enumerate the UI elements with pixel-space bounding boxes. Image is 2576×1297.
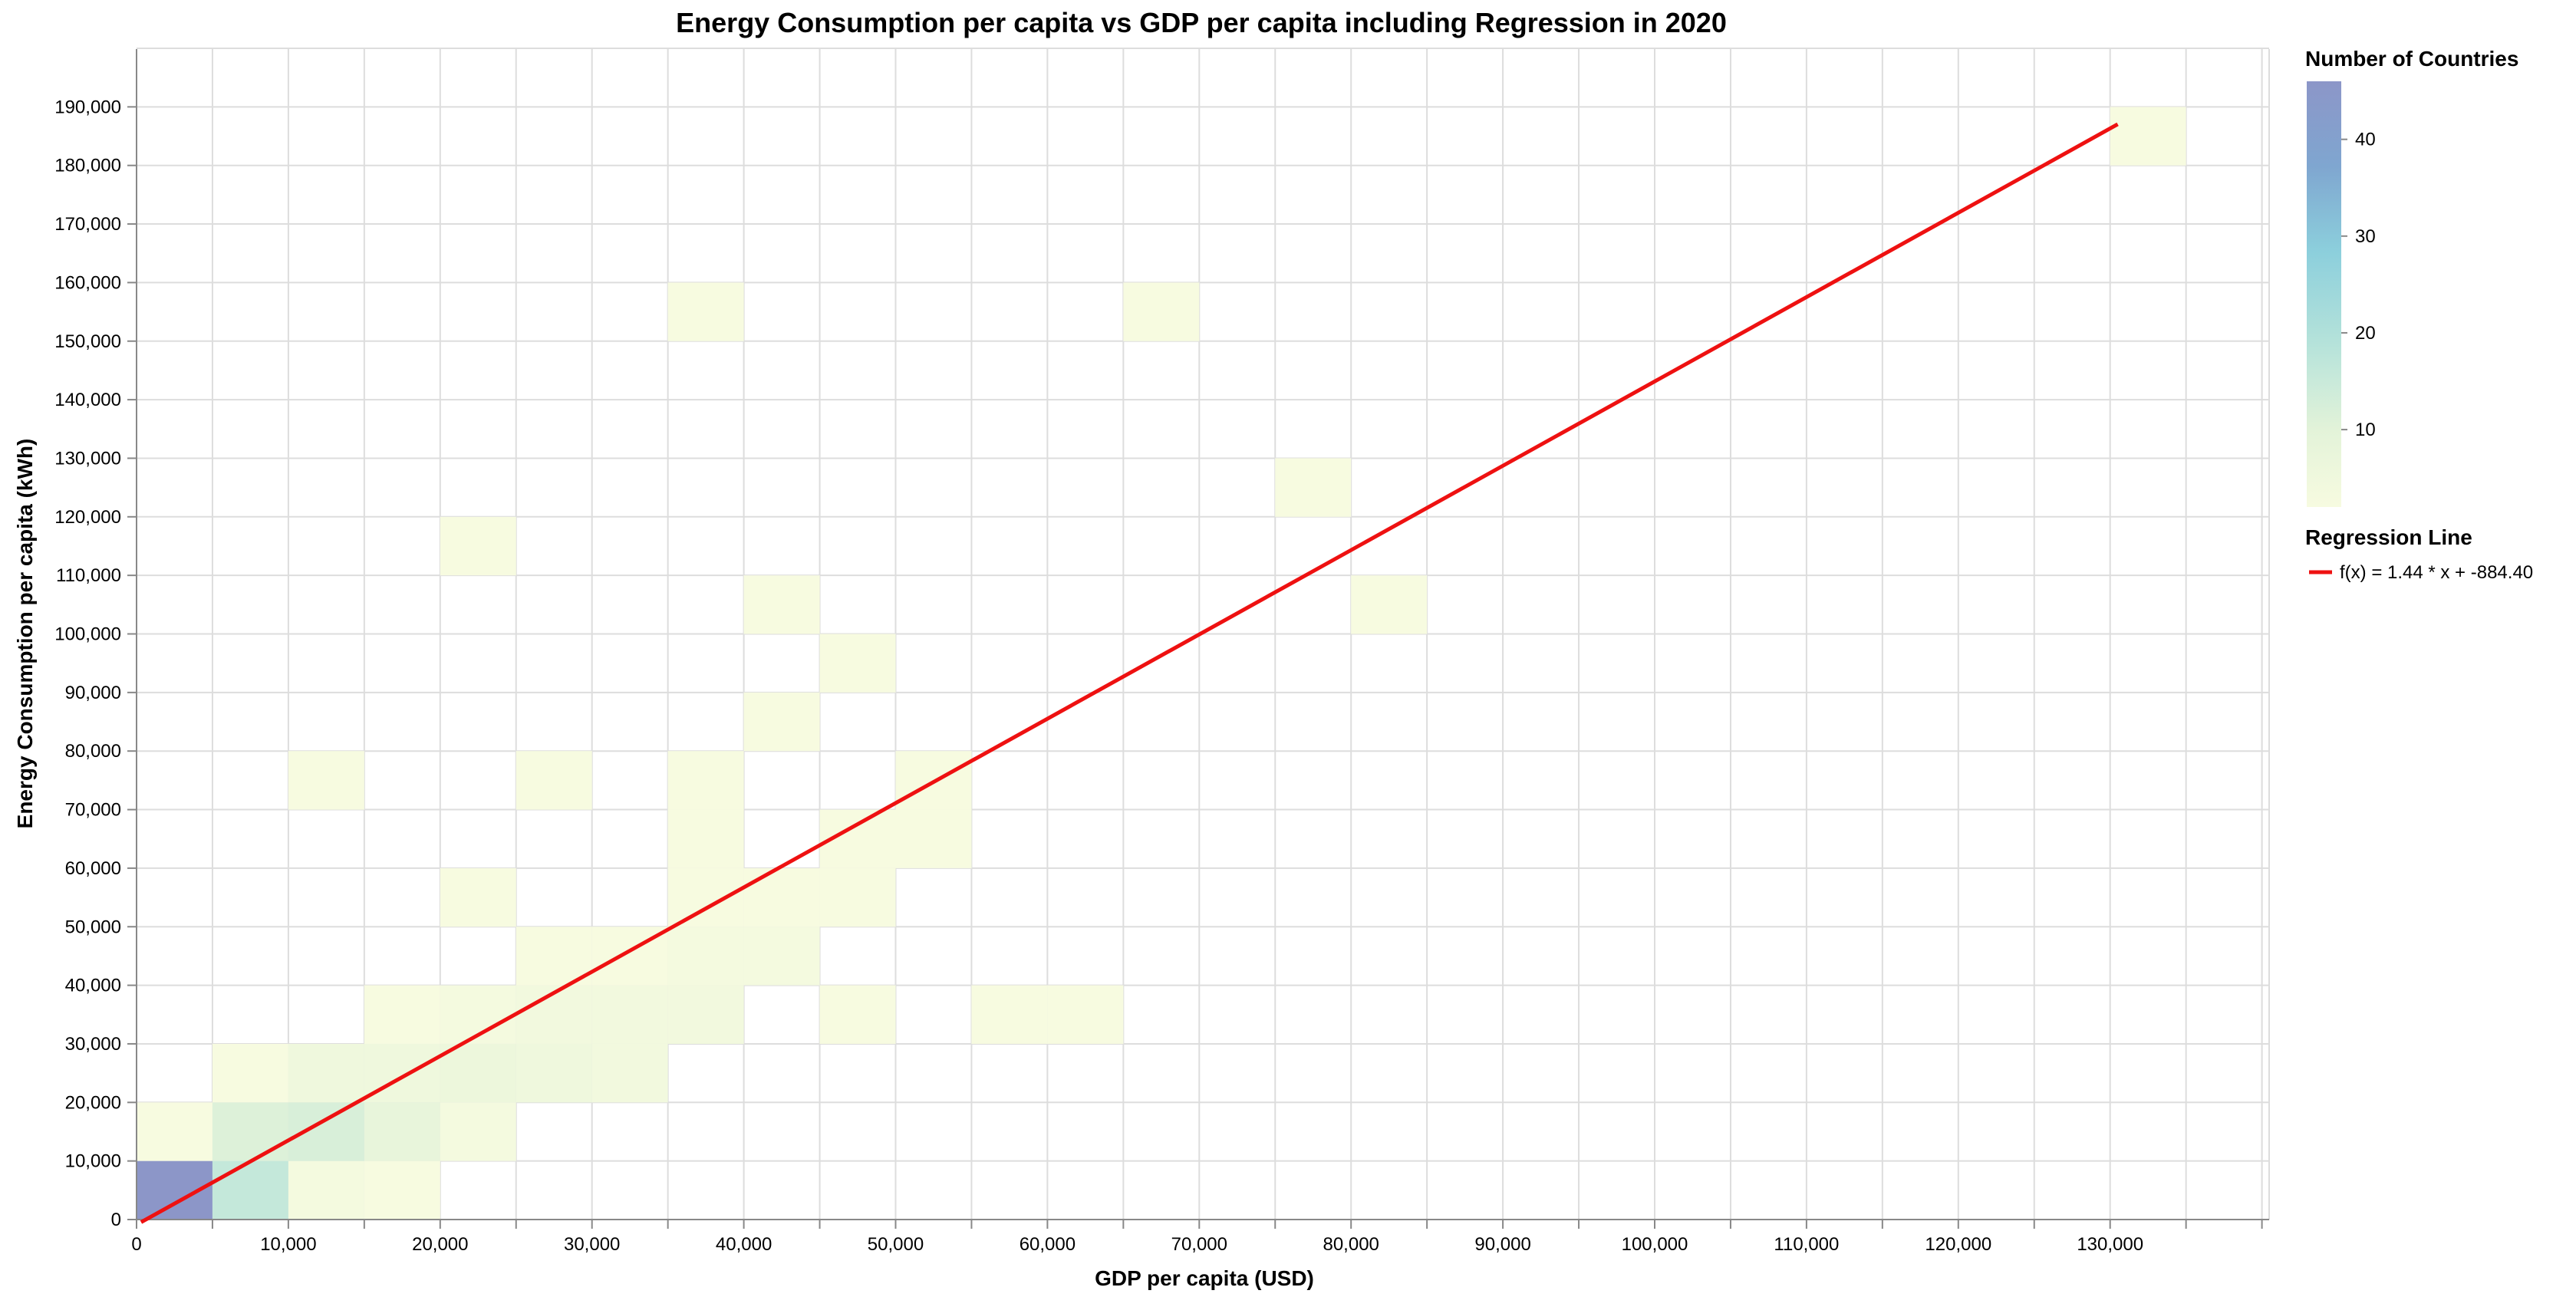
color-legend-title: Number of Countries	[2305, 47, 2518, 71]
heatmap-cell	[288, 1043, 364, 1103]
y-tick-label: 150,000	[54, 331, 121, 352]
y-tick-label: 190,000	[54, 97, 121, 117]
heatmap-cell	[1123, 282, 1200, 341]
heatmap-cell	[743, 927, 820, 986]
heatmap-cell	[591, 985, 668, 1044]
heatmap-cell	[743, 867, 820, 927]
x-tick-label: 90,000	[1474, 1234, 1530, 1255]
x-tick-label: 50,000	[868, 1234, 924, 1255]
heatmap-cell	[212, 1043, 288, 1103]
heatmap-cell	[440, 867, 516, 927]
x-tick-label: 60,000	[1020, 1234, 1076, 1255]
color-legend-bar	[2307, 81, 2341, 507]
y-tick-label: 30,000	[65, 1034, 121, 1055]
heatmap-cell	[212, 1102, 288, 1161]
heatmap-cell	[1351, 575, 1428, 634]
heatmap-cell	[516, 927, 592, 986]
heatmap-cell	[440, 1043, 516, 1103]
heatmap-cell	[1047, 985, 1124, 1044]
y-tick-label: 40,000	[65, 976, 121, 996]
heatmap-cell	[288, 1160, 364, 1220]
x-tick-label: 40,000	[716, 1234, 772, 1255]
heatmap-cell	[743, 692, 820, 752]
heatmap-cell	[2110, 107, 2186, 166]
y-tick-label: 110,000	[56, 565, 121, 586]
color-legend-ticks: 10 20 30 40	[2341, 130, 2376, 440]
color-legend: Number of Countries 10 20 30 40	[2305, 47, 2518, 507]
heatmap-cells	[137, 107, 2186, 1220]
heatmap-cell	[667, 282, 744, 341]
heatmap-cell	[364, 1102, 440, 1161]
chart-title: Energy Consumption per capita vs GDP per…	[676, 7, 1727, 38]
x-tick-label: 10,000	[260, 1234, 316, 1255]
x-tick-label: 120,000	[1925, 1234, 1991, 1255]
x-tick-label: 130,000	[2077, 1234, 2143, 1255]
heatmap-cell	[667, 985, 744, 1044]
x-tick-label: 20,000	[412, 1234, 468, 1255]
x-axis-ticks: 0 10,000 20,000 30,000 40,000 50,000 60,000 70,…	[131, 1220, 2263, 1255]
y-tick-label: 180,000	[54, 156, 121, 176]
heatmap-cell	[364, 985, 440, 1044]
heatmap-cell	[1275, 458, 1352, 517]
y-axis-ticks: 0 10,000 20,000 30,000 40,000 50,000 60,000 70,…	[54, 97, 137, 1230]
y-tick-label: 120,000	[54, 507, 121, 528]
heatmap-cell	[667, 867, 744, 927]
x-tick-label: 0	[131, 1234, 141, 1255]
heatmap-cell	[971, 985, 1048, 1044]
heatmap-cell	[819, 985, 896, 1044]
color-legend-tick-label: 40	[2355, 130, 2376, 150]
color-legend-tick-label: 30	[2355, 226, 2376, 247]
heatmap-cell	[212, 1160, 288, 1220]
regression-legend-label: f(x) = 1.44 * x + -884.40	[2340, 562, 2533, 583]
heatmap-cell	[288, 1102, 364, 1161]
y-tick-label: 130,000	[54, 448, 121, 469]
y-tick-label: 160,000	[54, 272, 121, 293]
heatmap-cell	[364, 1160, 440, 1220]
x-axis-title: GDP per capita (USD)	[1095, 1266, 1314, 1290]
y-axis-title: Energy Consumption per capita (kWh)	[13, 439, 37, 829]
x-tick-label: 70,000	[1171, 1234, 1227, 1255]
heatmap-cell	[819, 634, 896, 693]
y-tick-label: 60,000	[65, 858, 121, 879]
heatmap-cell	[516, 985, 592, 1044]
heatmap-cell	[591, 1043, 668, 1103]
y-tick-label: 20,000	[65, 1092, 121, 1113]
heatmap-cell	[440, 516, 516, 576]
heatmap-cell	[440, 1102, 516, 1161]
y-tick-label: 10,000	[65, 1151, 121, 1172]
x-tick-label: 80,000	[1323, 1234, 1379, 1255]
heatmap-cell	[137, 1102, 212, 1161]
y-tick-label: 50,000	[65, 917, 121, 937]
heatmap-cell	[516, 1043, 592, 1103]
regression-line	[140, 122, 2119, 1224]
heatmap-cell	[667, 809, 744, 868]
y-tick-label: 0	[111, 1210, 121, 1230]
x-tick-label: 110,000	[1774, 1234, 1839, 1255]
x-tick-label: 100,000	[1622, 1234, 1688, 1255]
y-tick-label: 70,000	[65, 800, 121, 821]
regression-legend-title: Regression Line	[2305, 525, 2472, 549]
y-tick-label: 170,000	[54, 214, 121, 235]
y-tick-label: 100,000	[54, 624, 121, 645]
color-legend-tick-label: 10	[2355, 420, 2376, 440]
heatmap-cell	[288, 751, 364, 810]
color-legend-tick-label: 20	[2355, 323, 2376, 344]
x-tick-label: 30,000	[564, 1234, 620, 1255]
heatmap-cell	[516, 751, 592, 810]
heatmap-cell	[819, 867, 896, 927]
heatmap-cell	[667, 751, 744, 810]
y-tick-label: 90,000	[65, 683, 121, 703]
heatmap-cell	[667, 927, 744, 986]
heatmap-cell	[895, 809, 972, 868]
regression-legend: Regression Line f(x) = 1.44 * x + -884.4…	[2305, 525, 2533, 583]
y-tick-label: 80,000	[65, 741, 121, 762]
heatmap-cell	[743, 575, 820, 634]
y-tick-label: 140,000	[54, 390, 121, 410]
